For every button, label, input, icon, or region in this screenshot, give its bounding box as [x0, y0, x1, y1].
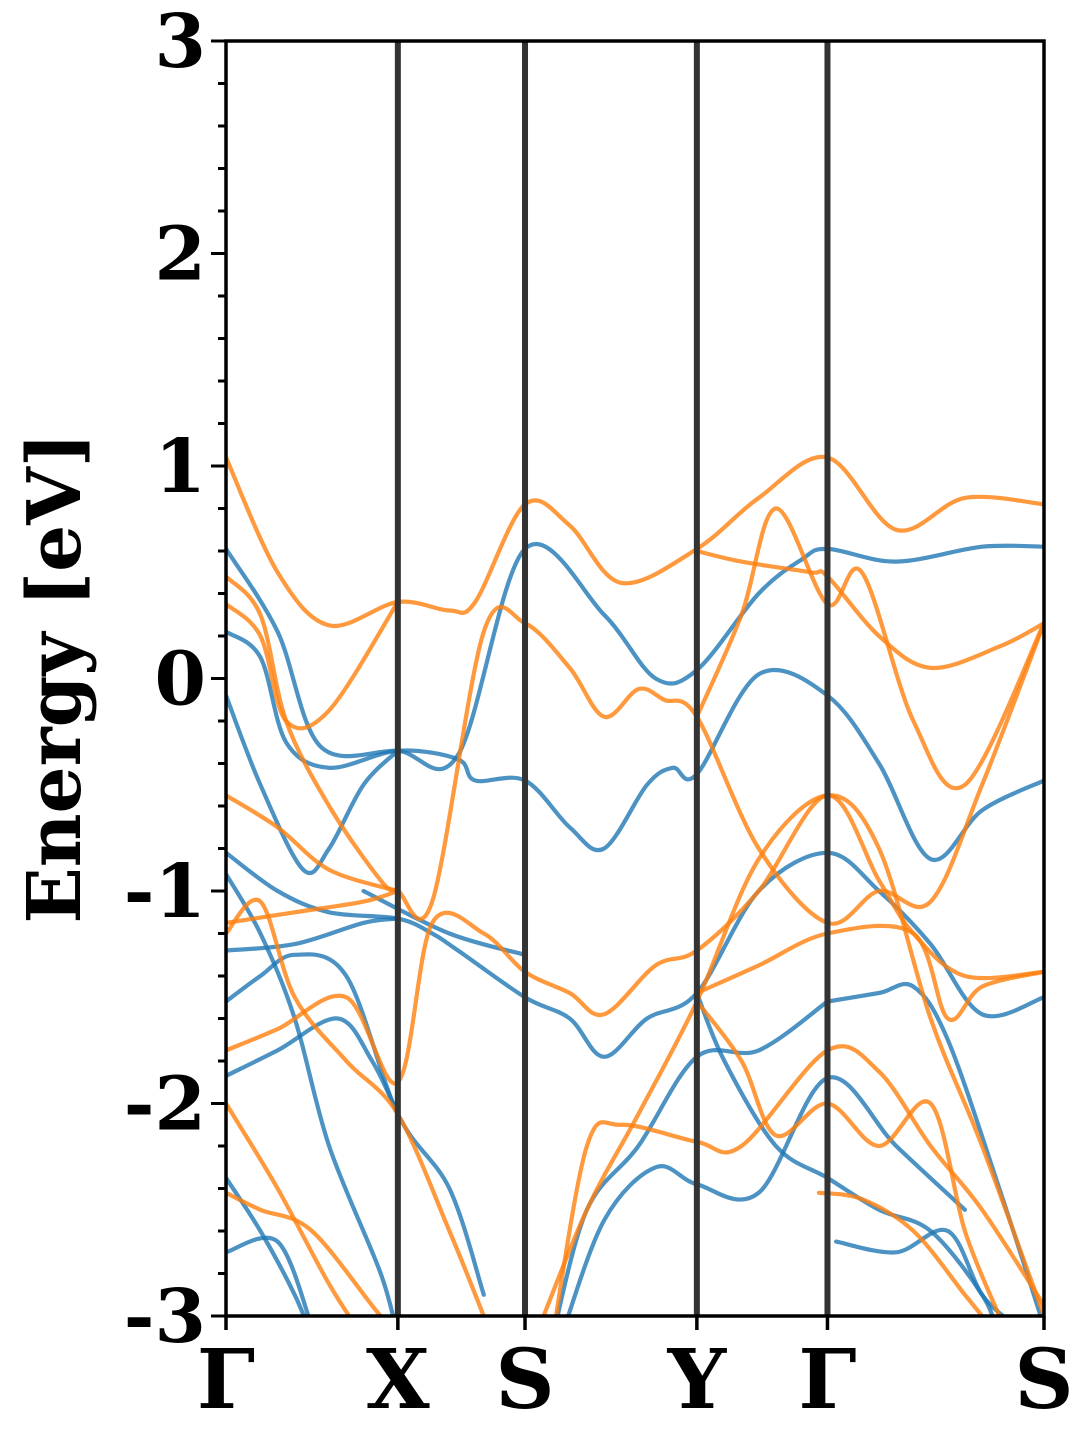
x-tick-label: X	[366, 1332, 430, 1428]
x-tick-label: S	[1014, 1332, 1073, 1428]
x-tick-label: Γ	[197, 1332, 255, 1428]
x-tick-label: S	[495, 1332, 554, 1428]
band-orange-28	[541, 793, 1044, 1316]
band-orange-30	[694, 506, 1044, 791]
band-blue-14	[834, 1227, 1007, 1316]
band-blue-5	[226, 952, 486, 1297]
band-orange-27	[553, 1044, 1044, 1316]
band-orange-26	[694, 999, 1002, 1316]
band-blue-10	[694, 990, 995, 1316]
y-tick-label: 3	[155, 0, 207, 85]
y-tick-label: -3	[124, 1274, 206, 1360]
band-blue-8	[226, 1175, 307, 1316]
band-blue-4	[226, 916, 400, 953]
band-blue-0	[226, 542, 1044, 772]
band-orange-21	[226, 897, 486, 1316]
band-blue-7	[226, 871, 396, 1316]
band-orange-29	[694, 548, 1044, 671]
band-blue-13	[566, 1075, 967, 1316]
y-tick-label: -1	[124, 849, 206, 935]
band-orange-31	[816, 1190, 985, 1316]
band-orange-17	[226, 574, 1044, 926]
band-orange-16	[226, 454, 1044, 629]
band-orange-18	[226, 599, 400, 731]
x-tick-label: Γ	[798, 1332, 856, 1428]
band-blue-2	[226, 693, 400, 876]
y-tick-label: -2	[124, 1062, 206, 1148]
band-blue-9	[226, 1235, 311, 1316]
band-blue-6	[226, 1016, 400, 1117]
x-tick-label: Y	[667, 1332, 728, 1428]
band-orange-22	[226, 793, 1044, 1086]
band-orange-19	[226, 793, 400, 894]
band-blue-15	[361, 888, 528, 957]
kpoint-dividers	[394, 41, 831, 1316]
y-axis-label: Energy [eV]	[12, 432, 98, 923]
y-tick-label: 0	[155, 637, 207, 723]
band-orange-25	[694, 923, 1044, 1023]
band-orange-23	[226, 1101, 352, 1316]
y-axis-ticks: 3 2 1 0 -1 -2 -3	[124, 0, 226, 1360]
band-orange-20	[226, 888, 400, 925]
y-tick-label: 1	[155, 424, 207, 510]
band-blue-1	[226, 629, 1044, 863]
band-curves	[226, 454, 1044, 1316]
band-orange-24	[226, 1190, 384, 1316]
y-tick-label: 2	[155, 212, 207, 298]
